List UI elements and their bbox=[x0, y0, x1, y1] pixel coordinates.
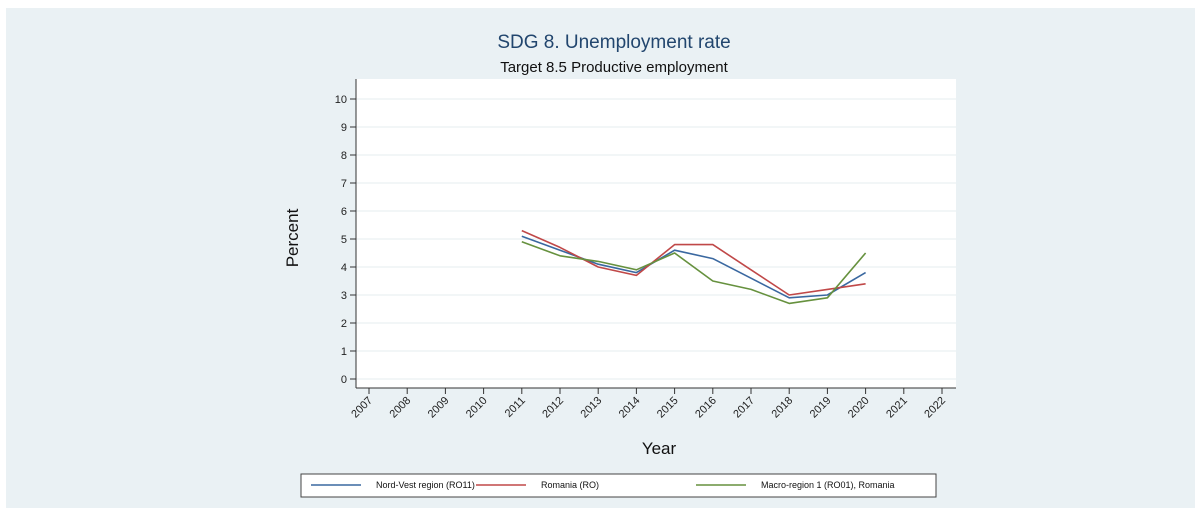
x-tick-label-2009: 2009 bbox=[426, 395, 452, 421]
legend-label-2: Romania (RO) bbox=[541, 480, 599, 490]
chart-svg: SDG 8. Unemployment rate Target 8.5 Prod… bbox=[283, 32, 956, 498]
y-tick-label-5: 5 bbox=[341, 234, 347, 246]
x-tick-label-2020: 2020 bbox=[846, 395, 872, 421]
chart-title: SDG 8. Unemployment rate bbox=[497, 32, 730, 53]
y-tick-label-2: 2 bbox=[341, 318, 347, 330]
x-tick-label-2019: 2019 bbox=[808, 395, 834, 421]
x-tick-label-2014: 2014 bbox=[617, 395, 643, 421]
chart-panel: SDG 8. Unemployment rate Target 8.5 Prod… bbox=[6, 8, 1195, 508]
x-tick-label-2013: 2013 bbox=[579, 395, 605, 421]
axes-layer: 0 1 2 3 4 5 6 7 8 9 10 2007 2008 2009 2010 2011 2012 2013… bbox=[335, 79, 956, 420]
plot-area bbox=[356, 79, 956, 388]
grid-layer bbox=[356, 98, 956, 380]
x-tick-label-2008: 2008 bbox=[388, 395, 414, 421]
y-tick-label-1: 1 bbox=[341, 346, 347, 358]
y-tick-label-4: 4 bbox=[341, 262, 347, 274]
y-tick-label-9: 9 bbox=[341, 122, 347, 134]
x-tick-label-2010: 2010 bbox=[464, 395, 490, 421]
series-line-3 bbox=[521, 241, 867, 305]
series-layer bbox=[521, 229, 867, 305]
x-tick-label-2007: 2007 bbox=[349, 395, 375, 421]
y-axis-title: Percent bbox=[283, 208, 302, 267]
x-tick-label-2015: 2015 bbox=[655, 395, 681, 421]
x-axis-title: Year bbox=[642, 439, 677, 458]
y-tick-label-6: 6 bbox=[341, 206, 347, 218]
y-tick-label-0: 0 bbox=[341, 374, 347, 386]
legend-box bbox=[300, 473, 937, 498]
y-tick-label-8: 8 bbox=[341, 150, 347, 162]
y-tick-label-10: 10 bbox=[335, 94, 347, 106]
x-tick-label-2022: 2022 bbox=[922, 395, 948, 421]
x-tick-label-2016: 2016 bbox=[693, 395, 719, 421]
x-tick-label-2012: 2012 bbox=[540, 395, 566, 421]
x-tick-label-2018: 2018 bbox=[770, 395, 796, 421]
legend: Nord-Vest region (RO11) Romania (RO) Macro… bbox=[300, 473, 937, 498]
legend-label-1: Nord-Vest region (RO11) bbox=[376, 480, 475, 490]
x-tick-label-2011: 2011 bbox=[503, 395, 528, 420]
y-tick-label-3: 3 bbox=[341, 290, 347, 302]
series-line-2 bbox=[521, 229, 866, 296]
chart-subtitle: Target 8.5 Productive employment bbox=[500, 59, 728, 76]
x-tick-label-2021: 2021 bbox=[884, 395, 910, 421]
x-tick-label-2017: 2017 bbox=[731, 395, 757, 421]
legend-label-3: Macro-region 1 (RO01), Romania bbox=[761, 480, 895, 490]
y-tick-label-7: 7 bbox=[341, 178, 347, 190]
